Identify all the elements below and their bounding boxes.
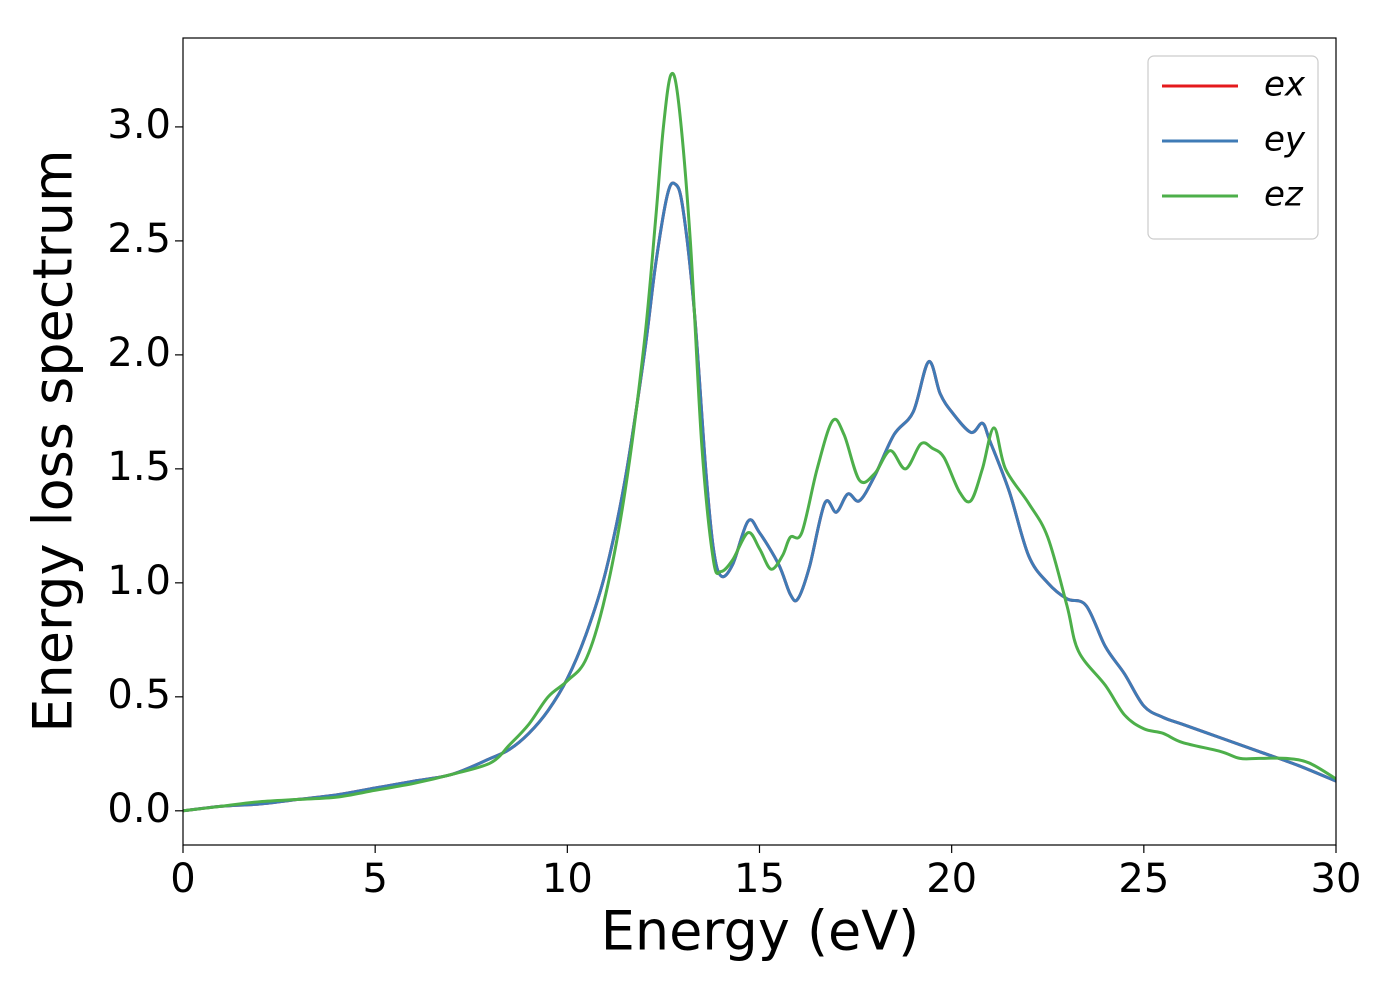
- legend-box: [1147, 55, 1319, 240]
- y-tick-label: 2.0: [107, 330, 171, 376]
- legend-label: ey: [1264, 120, 1306, 160]
- x-tick-label: 10: [542, 856, 593, 902]
- line-series: [183, 181, 1336, 813]
- x-tick-label: 15: [734, 856, 785, 902]
- plot-frame: [182, 37, 1337, 846]
- legend-label: ez: [1264, 175, 1304, 215]
- y-tick-label: 0.0: [107, 786, 171, 832]
- y-axis-label: Energy loss spectrum: [22, 149, 85, 732]
- x-axis-label: Energy (eV): [601, 900, 920, 963]
- legend-label: ex: [1264, 65, 1306, 105]
- x-tick-label: 30: [1311, 856, 1362, 902]
- y-tick-label: 1.0: [107, 558, 171, 604]
- y-tick-label: 1.5: [107, 444, 171, 490]
- x-tick-label: 20: [926, 856, 977, 902]
- x-tick-label: 0: [170, 856, 195, 902]
- y-tick-label: 0.5: [107, 672, 171, 718]
- x-tick-label: 5: [362, 856, 387, 902]
- y-tick-label: 2.5: [107, 216, 171, 262]
- y-tick-label: 3.0: [107, 102, 171, 148]
- line-series: [183, 72, 1336, 813]
- x-tick-label: 25: [1118, 856, 1169, 902]
